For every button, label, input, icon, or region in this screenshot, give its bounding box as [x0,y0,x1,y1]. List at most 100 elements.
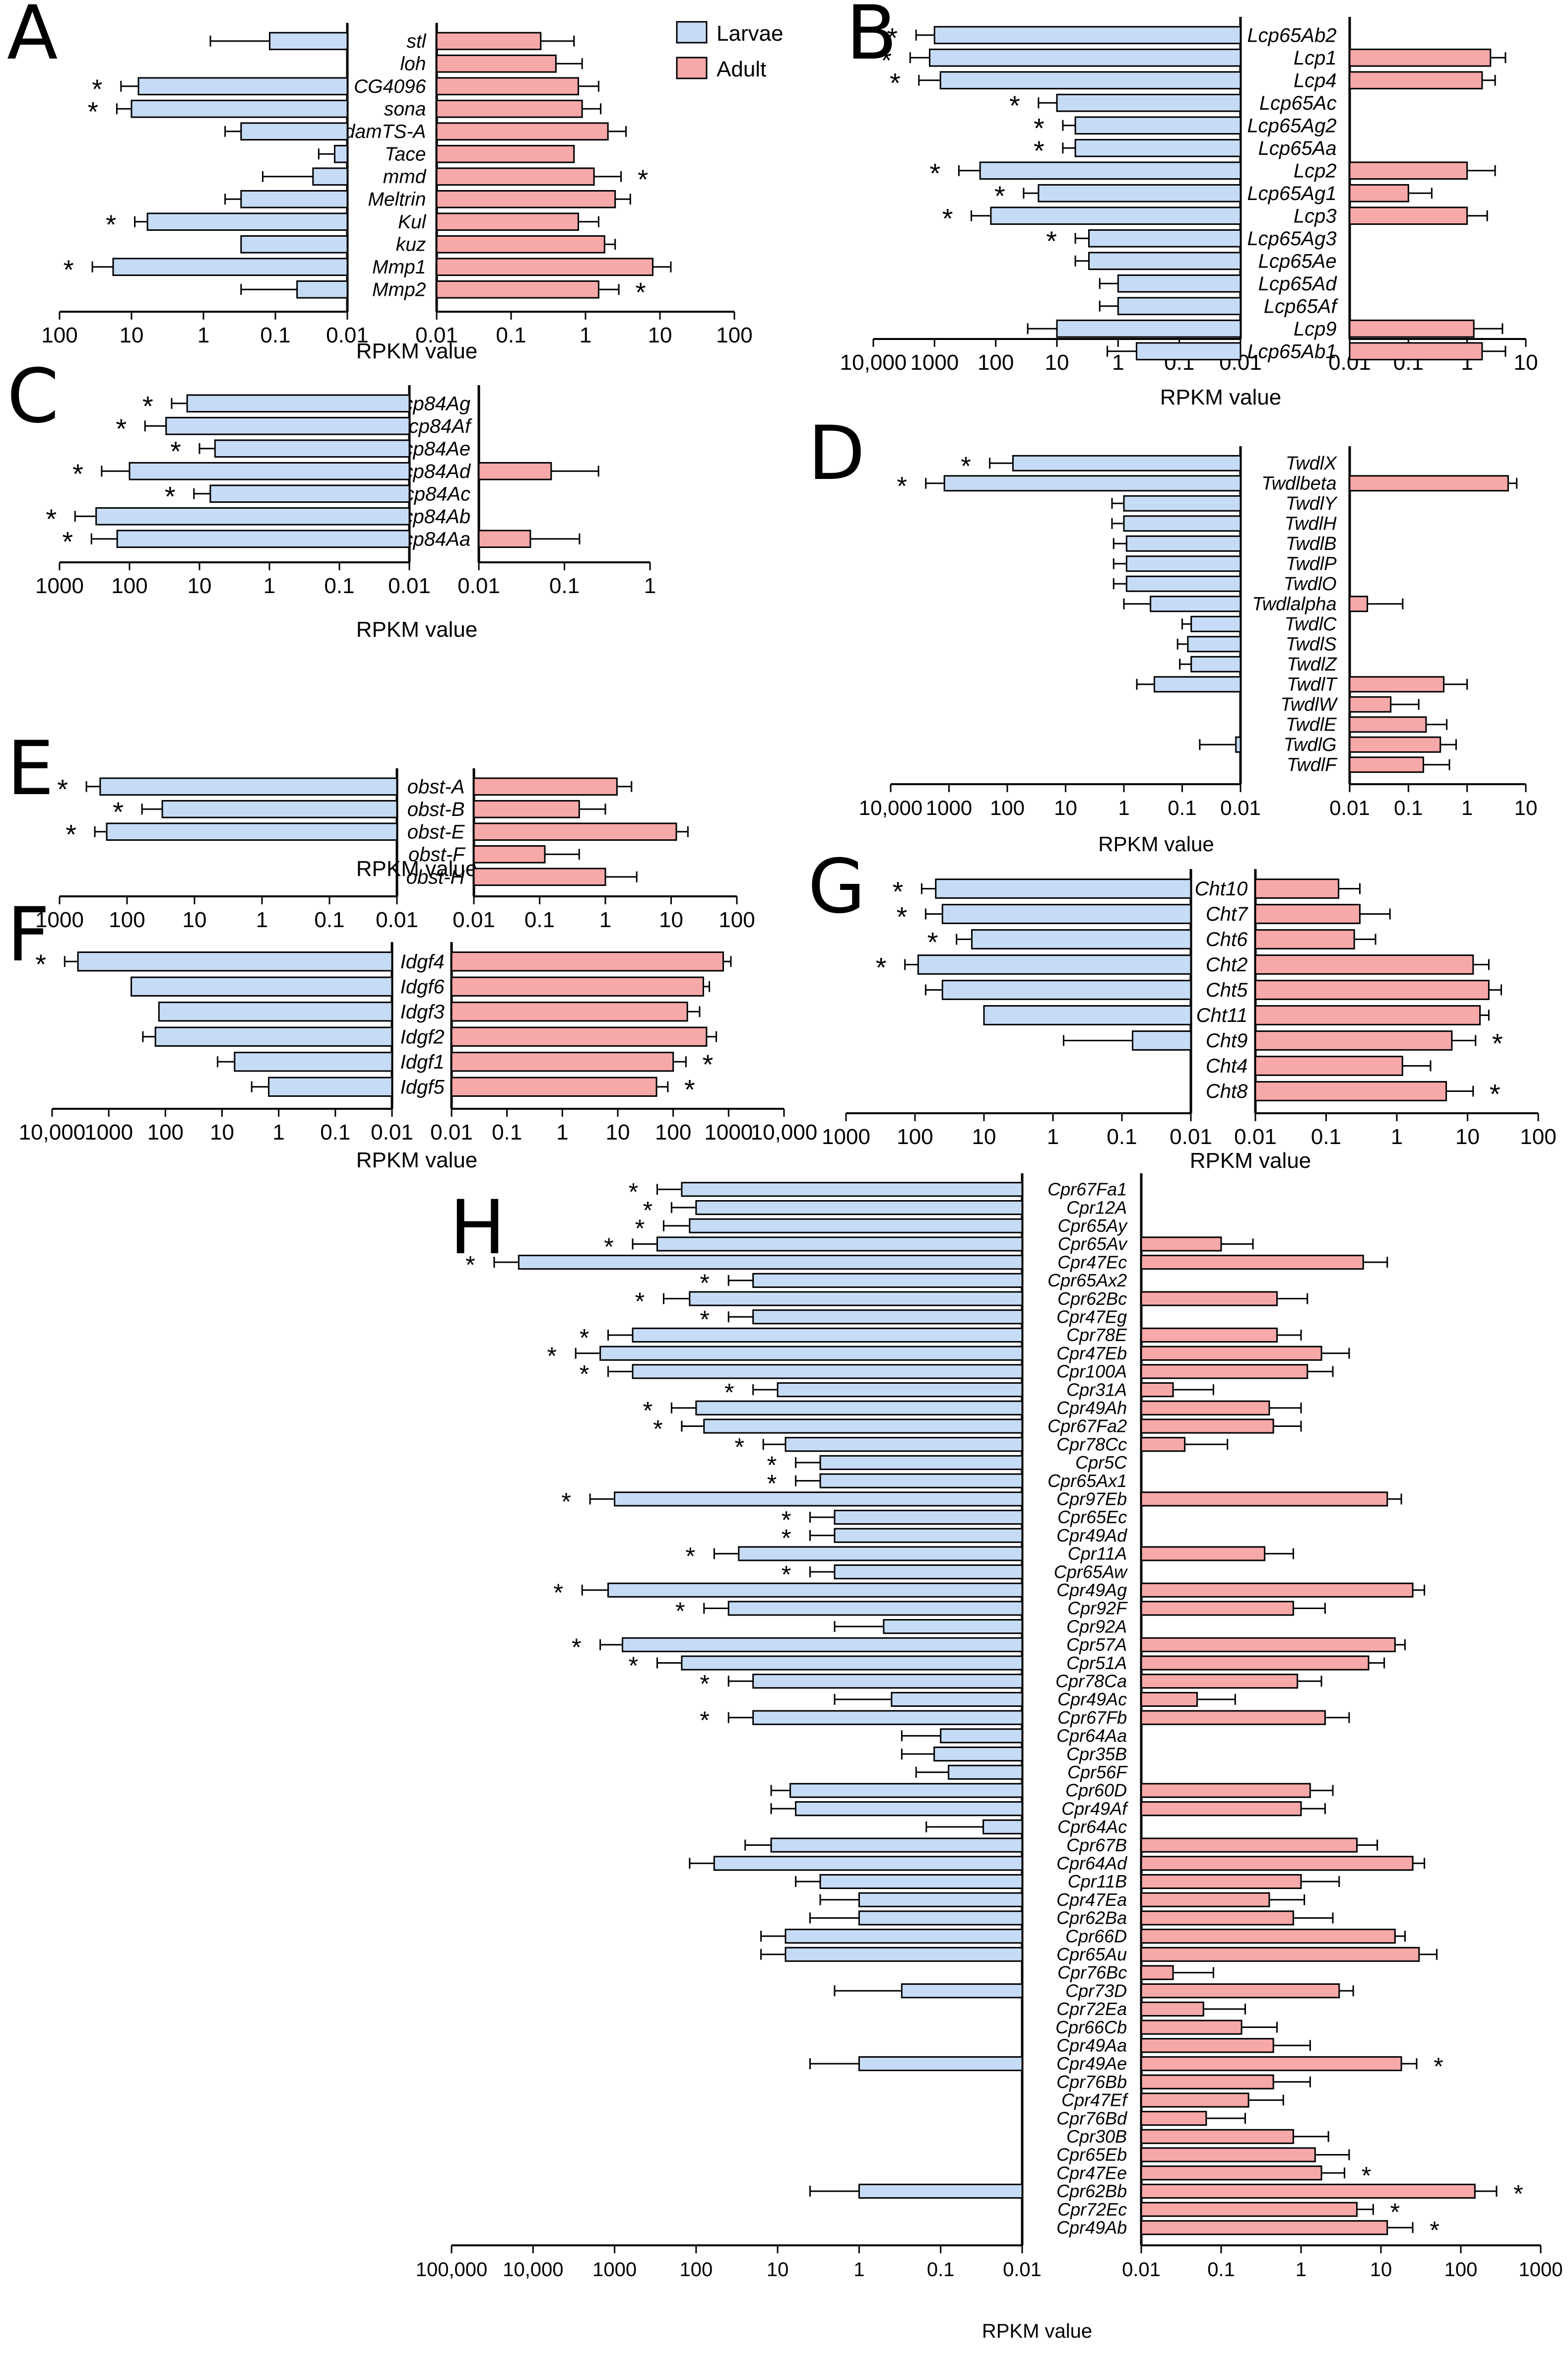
bar-adult-Cpr62Bc [1140,1291,1278,1306]
larvae-tick-label: 1000 [910,350,959,375]
panel-letter-d: D [808,410,865,497]
adult-tick-label: 0.1 [524,908,555,932]
gene-label: TwdlY [1286,493,1338,514]
bar-adult-Idgf5 [451,1077,657,1097]
bar-larvae-Cpr62Bb [858,2183,1023,2199]
bar-larvae-sona [131,99,348,118]
significance-marker-larvae: * [1046,225,1057,257]
bar-adult-Cpr72Ea [1140,2001,1204,2017]
significance-marker-larvae: * [57,774,68,805]
gene-label: Cpr65Aw [1054,1561,1128,1582]
bar-larvae-TwdlT [1153,676,1241,693]
bar-larvae-Idgf3 [158,1002,393,1022]
significance-marker-adult: * [703,1049,714,1080]
bar-adult-TwdlF [1349,756,1425,773]
significance-marker-larvae: * [572,1633,582,1661]
larvae-tick-label: 0.01 [326,323,369,347]
gene-label: TwdlP [1286,554,1337,575]
bar-adult-Cpr47Ee [1140,2165,1322,2181]
bar-adult-Cpr57A [1140,1637,1396,1652]
bar-adult-Cpr64Ad [1140,1856,1414,1871]
significance-marker-larvae: * [580,1360,589,1388]
significance-marker-larvae: * [653,1415,663,1443]
bar-larvae-Twdlbeta [943,475,1241,492]
bar-adult-obst-H [473,868,606,886]
larvae-tick-label: 0.1 [320,1120,350,1145]
larvae-tick-label: 100 [109,908,145,932]
adult-tick-label: 0.01 [1329,796,1370,819]
gene-label: Lcp65Ae [1258,250,1337,272]
x-axis-label: RPKM value [1098,832,1214,856]
bar-adult-Kul [436,212,579,231]
adult-tick-label: 100 [1520,1125,1556,1149]
gene-label: Cpr5C [1075,1452,1127,1473]
bar-larvae-Twdlalpha [1150,596,1241,612]
bar-larvae-kuz [240,235,348,254]
gene-label: Cpr49Ab [1056,2217,1127,2237]
significance-marker-larvae: * [994,180,1005,211]
bar-adult-TwdlE [1349,716,1427,733]
x-axis-label: RPKM value [1160,385,1282,409]
adult-tick-label: 0.1 [496,323,526,347]
bar-adult-Cpr92F [1140,1601,1294,1616]
bar-larvae-Lcp2 [979,161,1241,180]
gene-label: TwdlG [1284,735,1337,755]
adult-tick-label: 0.01 [1234,1125,1277,1149]
bar-adult-Lcp3 [1349,206,1468,225]
gene-label: Cpr78Cc [1056,1434,1127,1454]
bar-larvae-Cpr56F [948,1764,1023,1780]
gene-label: Cpr78Ca [1055,1671,1127,1691]
panel-letter-h: H [450,1185,506,1271]
larvae-tick-label: 1000 [592,2259,637,2281]
panel-letter-c: C [7,353,59,440]
gene-label: stl [406,31,426,52]
gene-label: Idgf3 [400,1001,445,1023]
gene-label: Lcp65Ag1 [1247,183,1336,204]
significance-marker-larvae: * [782,1524,791,1552]
gene-label: Idgf6 [400,976,445,998]
bar-adult-Twdlbeta [1349,475,1509,492]
gene-label: Cht7 [1206,903,1248,925]
bar-adult-Cpr47Ef [1140,2092,1249,2108]
significance-marker-larvae: * [942,203,953,234]
significance-marker-larvae: * [72,458,83,489]
larvae-tick-label: 10 [183,908,207,932]
gene-label: Cpr65Ax2 [1047,1270,1127,1290]
bar-adult-Cpr49Ae [1140,2056,1402,2072]
bar-larvae-TwdlP [1125,555,1241,572]
gene-label: TwdlZ [1287,654,1337,675]
larvae-tick-label: 10 [210,1120,234,1145]
bar-larvae-Cpr78Cc [784,1437,1023,1452]
adult-tick-label: 1 [580,323,591,347]
bar-larvae-Lcp65Ab2 [933,26,1241,45]
gene-label: Cpr12A [1066,1197,1127,1217]
legend-swatch-adult [676,57,708,79]
bar-larvae-Idgf4 [77,951,393,972]
bar-larvae-mmd [312,167,348,186]
bar-adult-obst-E [473,822,677,841]
significance-marker-larvae: * [629,1178,639,1206]
adult-tick-label: 1 [1461,796,1473,819]
gene-label: Cpr65Av [1058,1234,1128,1254]
gene-label: Mmp2 [372,279,426,301]
gene-label: CG4096 [354,76,426,97]
gene-label: Cht4 [1206,1055,1248,1077]
gene-label: Cht11 [1196,1005,1248,1026]
bar-larvae-Lcp3 [990,206,1241,225]
x-axis-label: RPKM value [356,617,478,642]
bar-larvae-CG4096 [137,77,348,96]
gene-label: TwdlC [1285,614,1337,635]
larvae-tick-label: 10,000 [840,350,907,375]
larvae-tick-label: 1000 [35,574,84,598]
adult-tick-label: 10 [606,1120,630,1145]
adult-tick-label: 0.01 [457,574,500,598]
bar-adult-Cpr78Ca [1140,1674,1299,1689]
gene-label: Cpr49Ae [1056,2053,1127,2074]
bar-adult-Cpr97Eb [1140,1491,1388,1507]
bar-adult-Cpr76Bd [1140,2110,1207,2126]
panel-letter-f: F [7,892,50,978]
bar-larvae-Cpr35B [933,1746,1023,1762]
bar-adult-kuz [436,235,605,254]
adult-tick-label: 10 [1514,796,1538,819]
bar-larvae-Lcp65Ag3 [1088,229,1241,248]
